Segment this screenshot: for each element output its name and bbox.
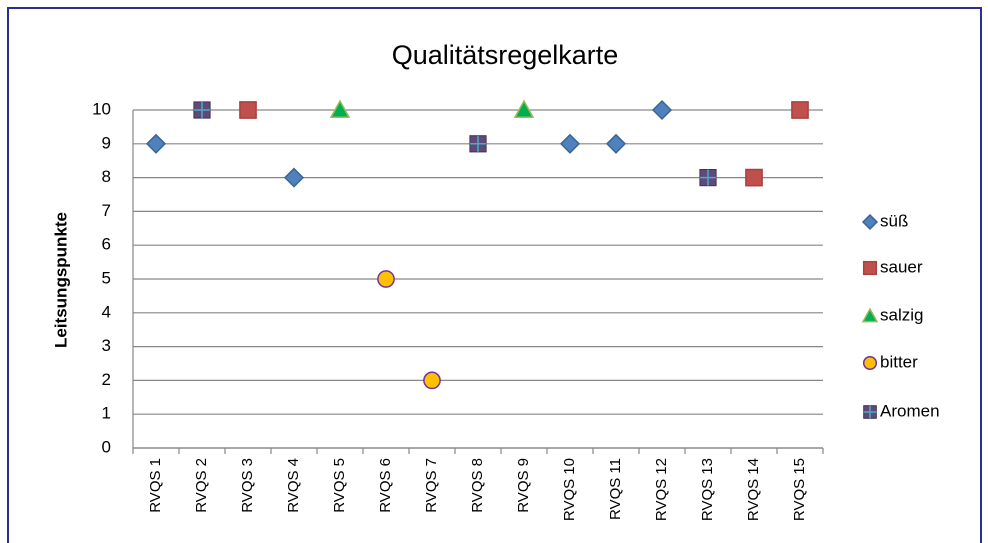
- y-tick-label: 2: [102, 370, 111, 389]
- x-tick-label: RVQS 13: [699, 458, 716, 521]
- marker: [862, 260, 878, 276]
- marker: [329, 99, 351, 118]
- legend-label: sauer: [880, 257, 923, 276]
- marker: [861, 307, 879, 323]
- marker: [283, 167, 305, 188]
- marker: [145, 133, 167, 154]
- marker: [377, 270, 395, 288]
- marker-cross: [863, 405, 877, 419]
- marker: [239, 101, 257, 119]
- x-tick-label: RVQS 3: [239, 458, 256, 513]
- marker-cross: [699, 169, 717, 186]
- marker-cross: [469, 135, 487, 152]
- x-tick-label: RVQS 14: [745, 458, 762, 521]
- marker: [513, 99, 535, 118]
- marker: [559, 133, 581, 154]
- x-tick-label: RVQS 2: [193, 458, 210, 513]
- y-tick-label: 1: [102, 404, 111, 423]
- legend-label: bitter: [880, 352, 918, 371]
- x-tick-label: RVQS 7: [423, 458, 440, 513]
- y-axis-label: Leitsungspunkte: [51, 212, 70, 348]
- marker: [745, 168, 763, 187]
- y-tick-label: 6: [102, 235, 111, 254]
- y-tick-label: 9: [102, 133, 111, 152]
- legend-label: salzig: [880, 305, 923, 324]
- marker-cross: [193, 101, 211, 119]
- legend-label: Aromen: [880, 401, 940, 420]
- x-tick-label: RVQS 4: [285, 458, 302, 513]
- y-tick-label: 0: [102, 437, 111, 456]
- chart-frame: [7, 7, 982, 543]
- x-tick-label: RVQS 12: [653, 458, 670, 521]
- x-tick-label: RVQS 11: [607, 458, 624, 520]
- y-tick-label: 8: [102, 167, 111, 186]
- x-tick-label: RVQS 15: [791, 458, 808, 521]
- marker: [861, 213, 879, 231]
- y-tick-label: 5: [102, 268, 111, 287]
- marker: [862, 355, 878, 371]
- x-tick-label: RVQS 10: [561, 458, 578, 521]
- marker: [651, 99, 673, 121]
- x-tick-label: RVQS 5: [331, 458, 348, 513]
- x-tick-label: RVQS 1: [147, 458, 164, 513]
- y-tick-label: 7: [102, 201, 111, 220]
- marker: [605, 133, 627, 154]
- y-tick-label: 10: [92, 99, 111, 118]
- x-tick-label: RVQS 6: [377, 458, 394, 513]
- x-tick-label: RVQS 9: [515, 458, 532, 513]
- marker: [791, 101, 809, 119]
- legend-label: süß: [880, 211, 908, 230]
- y-tick-label: 3: [102, 336, 111, 355]
- marker: [423, 371, 441, 390]
- y-tick-label: 4: [102, 302, 111, 321]
- chart-title: Qualitätsregelkarte: [392, 40, 619, 70]
- x-tick-label: RVQS 8: [469, 458, 486, 513]
